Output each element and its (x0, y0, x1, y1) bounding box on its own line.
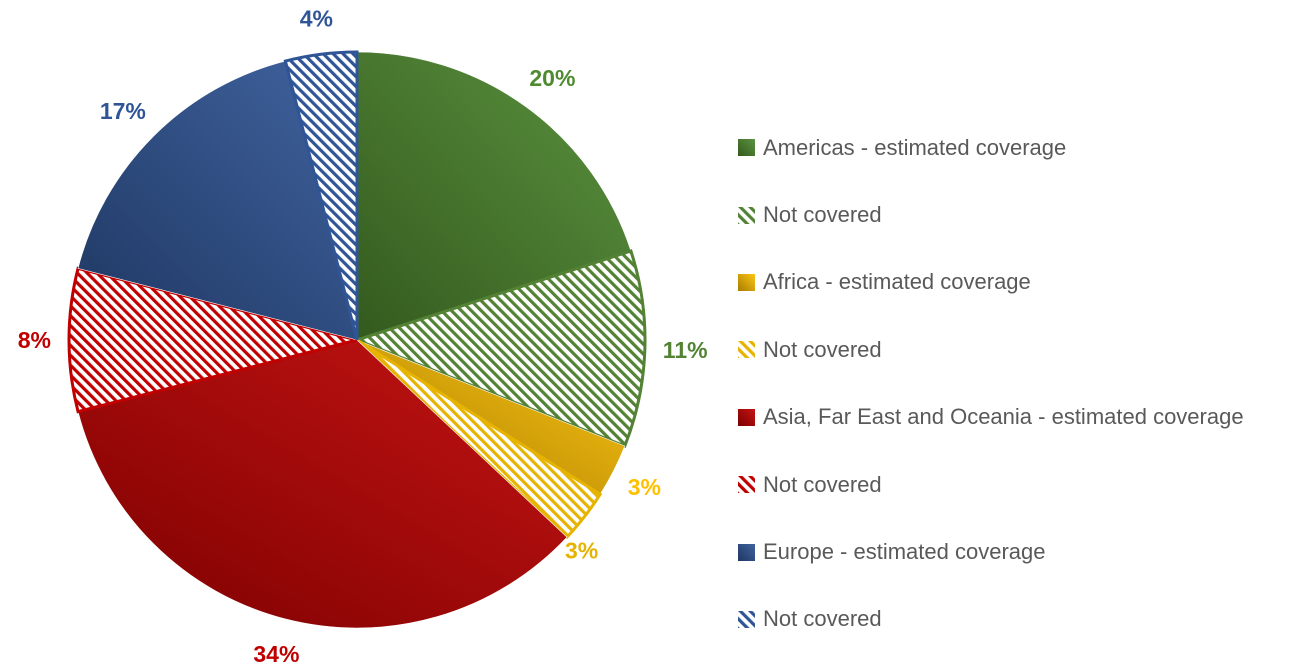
chart-legend: Americas - estimated coverage Not covered… (738, 114, 1288, 653)
legend-swatch-2 (738, 206, 755, 224)
legend-swatch-5 (738, 408, 755, 426)
pie-slice-6 (67, 266, 358, 414)
legend-item-8: Not covered (738, 586, 1288, 653)
slice-label-6: 8% (18, 327, 51, 353)
slice-labels: 20% 11% 3% 3% 34% 8% 17% 4% (18, 6, 708, 667)
slice-label-2: 11% (663, 337, 708, 363)
legend-label-7: Europe - estimated coverage (763, 539, 1046, 565)
legend-label-5: Asia, Far East and Oceania - estimated c… (763, 404, 1244, 430)
legend-label-4: Not covered (763, 336, 882, 362)
slice-label-4: 3% (565, 538, 598, 564)
legend-label-6: Not covered (763, 471, 882, 497)
legend-item-3: Africa - estimated coverage (738, 249, 1288, 316)
legend-item-4: Not covered (738, 316, 1288, 383)
pie-slice-1 (356, 51, 632, 341)
legend-item-6: Not covered (738, 451, 1288, 518)
legend-swatch-4 (738, 341, 755, 359)
legend-label-8: Not covered (763, 606, 882, 632)
legend-swatch-6 (738, 476, 755, 494)
legend-swatch-8 (738, 610, 755, 628)
pie-slice-2 (352, 249, 647, 448)
legend-label-3: Africa - estimated coverage (763, 269, 1031, 295)
slice-label-8: 4% (300, 6, 333, 32)
legend-label-2: Not covered (763, 202, 882, 228)
pie-slice-7 (77, 60, 358, 341)
slice-label-1: 20% (529, 65, 575, 91)
legend-item-7: Europe - estimated coverage (738, 518, 1288, 585)
pie-slices (67, 50, 647, 629)
slice-label-7: 17% (100, 98, 146, 124)
legend-swatch-1 (738, 139, 755, 157)
pie-slice-5 (77, 339, 568, 629)
legend-item-2: Not covered (738, 181, 1288, 248)
slice-label-3: 3% (628, 474, 661, 500)
pie-slice-8 (283, 50, 359, 341)
legend-item-5: Asia, Far East and Oceania - estimated c… (738, 384, 1288, 451)
legend-label-1: Americas - estimated coverage (763, 134, 1067, 160)
slice-label-5: 34% (253, 641, 299, 667)
legend-item-1: Americas - estimated coverage (738, 114, 1288, 181)
legend-swatch-3 (738, 273, 755, 291)
legend-swatch-7 (738, 543, 755, 561)
